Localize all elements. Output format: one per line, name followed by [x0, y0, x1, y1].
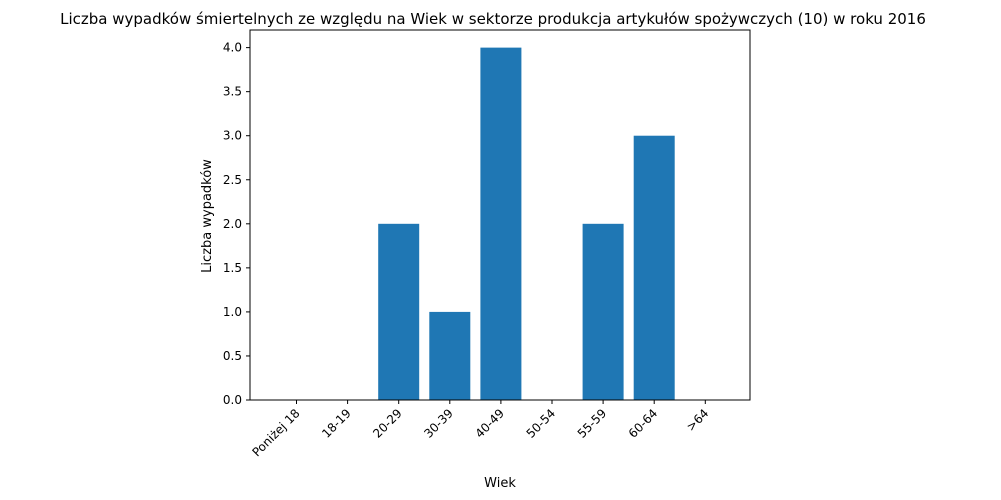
y-tick-label: 2.5 — [223, 173, 242, 187]
x-tick-label: 55-59 — [575, 406, 610, 441]
y-tick-label: 0.0 — [223, 393, 242, 407]
bar-20-29 — [378, 223, 420, 400]
y-tick-label: 1.0 — [223, 305, 242, 319]
y-axis-ticks: 0.0 0.5 1.0 1.5 2.0 2.5 3.0 3.5 4.0 — [223, 41, 250, 407]
x-tick-label: 50-54 — [524, 406, 559, 441]
y-tick-label: 3.0 — [223, 129, 242, 143]
x-axis-ticks: Poniżej 18 18-19 20-29 30-39 40-49 50-54 55-59… — [249, 400, 711, 459]
y-tick-label: 0.5 — [223, 349, 242, 363]
y-tick-label: 2.0 — [223, 217, 242, 231]
y-tick-label: 4.0 — [223, 41, 242, 55]
x-tick-label: 18-19 — [319, 406, 354, 441]
x-tick-label: 60-64 — [626, 406, 661, 441]
x-tick-label: 30-39 — [421, 406, 456, 441]
chart-title: Liczba wypadków śmiertelnych ze względu … — [60, 10, 926, 28]
y-tick-label: 1.5 — [223, 261, 242, 275]
x-tick-label: Poniżej 18 — [249, 406, 302, 459]
bar-55-59 — [582, 223, 624, 400]
x-tick-label: 20-29 — [370, 406, 405, 441]
y-axis-label: Liczba wypadków — [200, 159, 215, 273]
bars-group — [378, 47, 675, 400]
bar-60-64 — [633, 135, 675, 400]
bar-40-49 — [480, 47, 522, 400]
x-tick-label: >64 — [684, 406, 712, 434]
plot-frame — [249, 29, 751, 401]
x-axis-label: Wiek — [484, 476, 516, 491]
bar-30-39 — [429, 311, 471, 400]
x-tick-label: 40-49 — [472, 406, 507, 441]
y-tick-label: 3.5 — [223, 85, 242, 99]
